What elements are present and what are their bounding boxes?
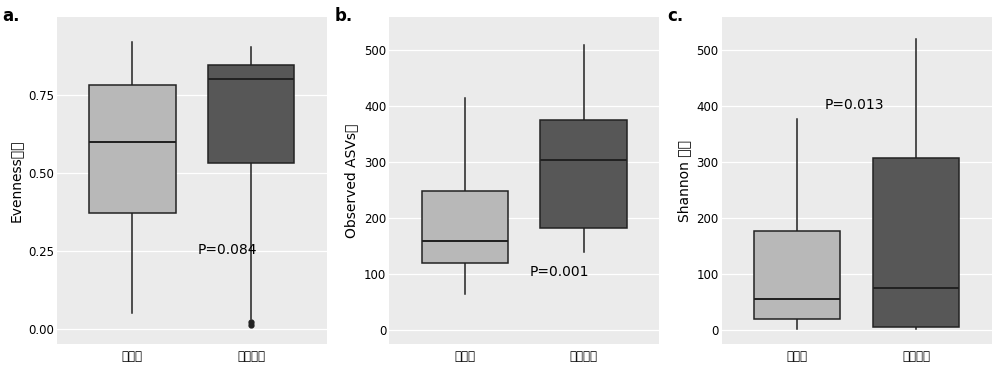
Bar: [89, 85, 176, 213]
Text: a.: a.: [3, 7, 20, 25]
Text: c.: c.: [667, 7, 684, 25]
Text: b.: b.: [335, 7, 353, 25]
Text: P=0.001: P=0.001: [530, 265, 589, 279]
Bar: [873, 158, 959, 327]
Bar: [754, 230, 840, 319]
Y-axis label: Observed ASVs数: Observed ASVs数: [345, 123, 359, 238]
Bar: [208, 65, 294, 163]
Bar: [422, 191, 508, 263]
Bar: [540, 120, 627, 228]
Text: P=0.084: P=0.084: [197, 243, 257, 257]
Text: P=0.013: P=0.013: [824, 98, 884, 112]
Y-axis label: Evenness指数: Evenness指数: [8, 139, 22, 222]
Y-axis label: Shannon 指数: Shannon 指数: [677, 139, 691, 221]
